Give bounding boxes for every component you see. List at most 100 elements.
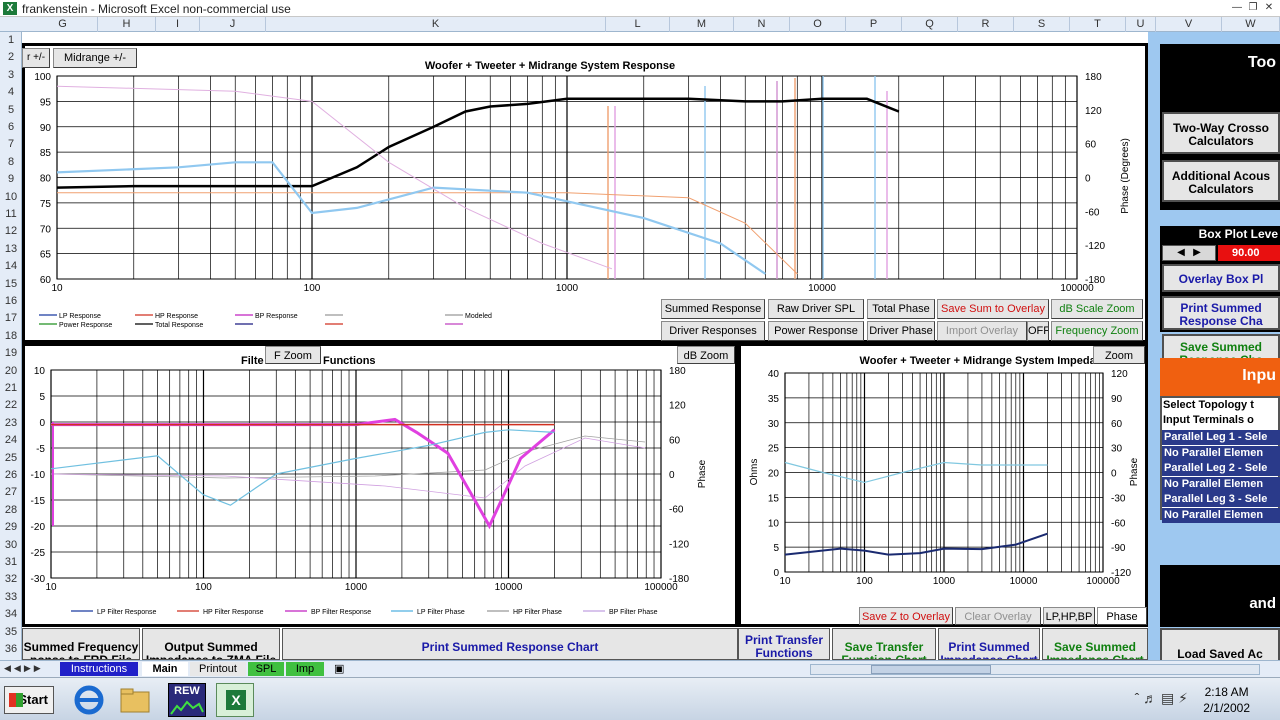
box-plot-scroll[interactable]: ◀ ▶ bbox=[1162, 245, 1216, 261]
row-header[interactable]: 21 bbox=[4, 382, 18, 394]
tab-imp[interactable]: Imp bbox=[286, 662, 324, 676]
column-header[interactable]: K bbox=[266, 17, 606, 32]
row-header[interactable]: 30 bbox=[4, 538, 18, 551]
column-header[interactable]: H bbox=[98, 17, 156, 32]
row-header[interactable]: 11 bbox=[5, 208, 17, 220]
row-header[interactable]: 1 bbox=[7, 34, 15, 46]
action-button[interactable]: Save Transfer Function Chart bbox=[832, 628, 936, 660]
horizontal-scrollbar[interactable] bbox=[810, 664, 1260, 675]
impedance-zoom-button[interactable]: Zoom bbox=[1093, 346, 1145, 364]
row-header[interactable]: 24 bbox=[4, 434, 18, 447]
row-header[interactable]: 8 bbox=[7, 155, 15, 168]
start-button[interactable]: Start bbox=[4, 686, 54, 714]
acoustic-calculators-button[interactable]: Additional Acous Calculators bbox=[1162, 160, 1280, 202]
tray-expand-icon[interactable]: ˆ bbox=[1134, 690, 1140, 706]
row-header[interactable]: 13 bbox=[4, 242, 18, 255]
tab-main[interactable]: Main bbox=[142, 662, 188, 676]
excel-taskbar-icon[interactable]: X bbox=[216, 683, 254, 717]
parallel-leg-item[interactable]: No Parallel Elemen bbox=[1162, 445, 1280, 461]
column-header[interactable]: T bbox=[1070, 17, 1126, 32]
parallel-leg-item[interactable]: Parallel Leg 1 - Sele bbox=[1162, 430, 1280, 445]
row-header[interactable]: 9 bbox=[7, 173, 15, 186]
volume-icon[interactable]: ♬ bbox=[1143, 690, 1158, 706]
action-button[interactable]: Summed Frequency ponse to FRD File bbox=[22, 628, 140, 660]
save-z-overlay-button[interactable]: Save Z to Overlay bbox=[859, 607, 953, 625]
folder-icon[interactable] bbox=[116, 683, 154, 717]
midrange-offset-button[interactable]: Midrange +/- bbox=[53, 48, 137, 68]
row-header[interactable]: 17 bbox=[4, 312, 18, 325]
lp-hp-bp-button[interactable]: LP,HP,BP bbox=[1043, 607, 1095, 625]
row-header[interactable]: 10 bbox=[4, 190, 18, 203]
row-header[interactable]: 26 bbox=[4, 469, 18, 481]
action-button[interactable]: Print Summed Impedance Chart bbox=[938, 628, 1040, 660]
toolbar-button[interactable]: Power Response bbox=[768, 321, 864, 341]
left-arrow-icon[interactable]: ◀ bbox=[1177, 247, 1185, 258]
row-header[interactable]: 22 bbox=[4, 399, 18, 412]
clear-overlay-button[interactable]: Clear Overlay bbox=[955, 607, 1041, 625]
row-header[interactable]: 23 bbox=[4, 416, 18, 429]
tab-scroll-arrows[interactable]: ◀◀▶▶ bbox=[4, 663, 44, 673]
row-header[interactable]: 4 bbox=[7, 86, 15, 99]
column-header[interactable]: R bbox=[958, 17, 1014, 32]
woofer-offset-button[interactable]: r +/- bbox=[22, 48, 50, 68]
row-header[interactable]: 31 bbox=[4, 556, 18, 568]
action-button[interactable]: Print Transfer Functions bbox=[738, 628, 830, 660]
row-header[interactable]: 5 bbox=[7, 103, 15, 116]
column-header[interactable]: J bbox=[200, 17, 266, 32]
network-icon[interactable]: ▤ bbox=[1161, 690, 1175, 706]
row-header[interactable]: 34 bbox=[4, 608, 18, 621]
toolbar-button[interactable]: dB Scale Zoom bbox=[1051, 299, 1143, 319]
toolbar-button[interactable]: OFF bbox=[1027, 321, 1049, 341]
row-header[interactable]: 15 bbox=[4, 277, 18, 290]
toolbar-button[interactable]: Driver Responses bbox=[661, 321, 765, 341]
row-header[interactable]: 32 bbox=[4, 573, 18, 586]
column-header[interactable]: P bbox=[846, 17, 902, 32]
column-header[interactable]: Q bbox=[902, 17, 958, 32]
row-header[interactable]: 12 bbox=[4, 225, 18, 238]
row-header[interactable]: 18 bbox=[4, 329, 18, 342]
action-button[interactable]: Save Summed Impedance Chart bbox=[1042, 628, 1148, 660]
row-header[interactable]: 7 bbox=[7, 138, 15, 151]
toolbar-button[interactable]: Import Overlay bbox=[937, 321, 1027, 341]
internet-explorer-icon[interactable] bbox=[70, 683, 108, 717]
toolbar-button[interactable]: Total Phase bbox=[867, 299, 935, 319]
row-header[interactable]: 19 bbox=[4, 347, 18, 360]
parallel-leg-item[interactable]: Parallel Leg 2 - Sele bbox=[1162, 461, 1280, 476]
rew-icon[interactable]: REW bbox=[168, 683, 206, 717]
toolbar-button[interactable]: Save Sum to Overlay bbox=[937, 299, 1049, 319]
parallel-leg-item[interactable]: No Parallel Elemen bbox=[1162, 507, 1280, 523]
column-header[interactable]: N bbox=[734, 17, 790, 32]
f-zoom-button[interactable]: F Zoom bbox=[265, 346, 321, 364]
toolbar-button[interactable]: Summed Response bbox=[661, 299, 765, 319]
column-header[interactable]: I bbox=[156, 17, 200, 32]
toolbar-button[interactable]: Frequency Zoom bbox=[1051, 321, 1143, 341]
row-header[interactable]: 29 bbox=[4, 521, 18, 534]
close-icon[interactable]: ✕ bbox=[1264, 2, 1274, 13]
action-button[interactable]: Output Summed Impedance to ZMA File bbox=[142, 628, 280, 660]
column-header[interactable]: U bbox=[1126, 17, 1156, 32]
right-arrow-icon[interactable]: ▶ bbox=[1193, 247, 1201, 258]
row-header[interactable]: 6 bbox=[7, 121, 15, 133]
column-header[interactable]: L bbox=[606, 17, 670, 32]
row-header[interactable]: 28 bbox=[4, 503, 18, 516]
parallel-leg-item[interactable]: No Parallel Elemen bbox=[1162, 476, 1280, 492]
row-header[interactable]: 25 bbox=[4, 451, 18, 464]
tab-instructions[interactable]: Instructions bbox=[60, 662, 138, 676]
toolbar-button[interactable]: Raw Driver SPL bbox=[768, 299, 864, 319]
minimize-icon[interactable]: — bbox=[1232, 2, 1242, 13]
column-header[interactable]: G bbox=[28, 17, 98, 32]
column-header[interactable]: V bbox=[1156, 17, 1222, 32]
overlay-box-plot-button[interactable]: Overlay Box Pl bbox=[1162, 264, 1280, 292]
toolbar-button[interactable]: Driver Phase bbox=[867, 321, 935, 341]
tab-spl[interactable]: SPL bbox=[248, 662, 284, 676]
row-header[interactable]: 16 bbox=[4, 295, 18, 307]
clock[interactable]: 2:18 AM 2/1/2002 bbox=[1203, 685, 1250, 715]
row-header[interactable]: 14 bbox=[4, 260, 18, 273]
row-header[interactable]: 35 bbox=[4, 625, 18, 638]
restore-icon[interactable]: ❐ bbox=[1248, 2, 1258, 13]
db-zoom-button[interactable]: dB Zoom bbox=[677, 346, 735, 364]
column-header[interactable]: O bbox=[790, 17, 846, 32]
insert-sheet-icon[interactable]: ▣ bbox=[334, 663, 345, 675]
column-header[interactable]: M bbox=[670, 17, 734, 32]
tab-printout[interactable]: Printout bbox=[190, 662, 246, 676]
